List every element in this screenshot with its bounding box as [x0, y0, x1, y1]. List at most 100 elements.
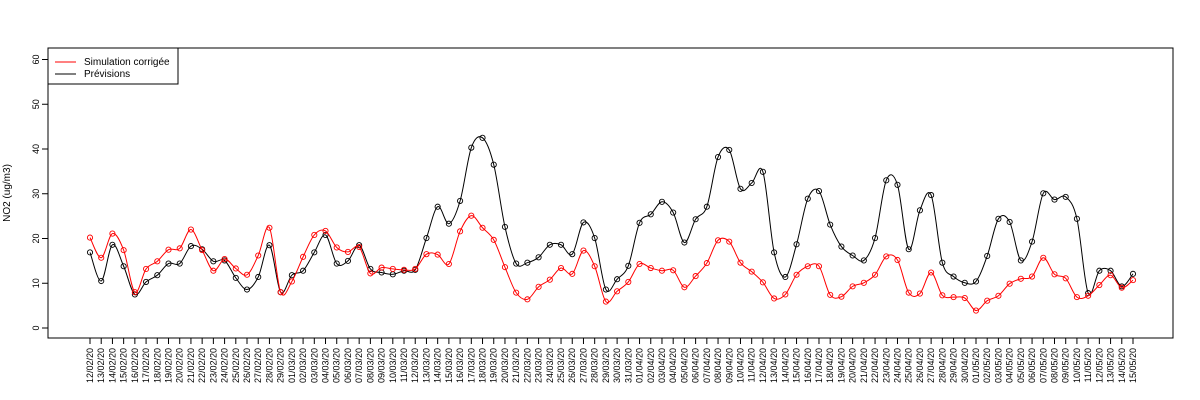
- legend-label-previsions: Prévisions: [84, 69, 130, 80]
- x-tick-label: 01/03/20: [287, 348, 297, 383]
- data-point-previsions: [838, 243, 845, 250]
- data-point-simulation: [468, 212, 475, 219]
- data-point-simulation: [614, 288, 621, 295]
- data-point-previsions: [961, 279, 968, 286]
- x-tick-label: 14/03/20: [433, 348, 443, 383]
- data-point-simulation: [602, 298, 609, 305]
- x-tick-label: 20/03/20: [500, 348, 510, 383]
- series-layer: [86, 134, 1137, 314]
- data-point-previsions: [894, 181, 901, 188]
- x-tick-label: 05/04/20: [679, 348, 689, 383]
- data-point-simulation: [804, 263, 811, 270]
- data-point-previsions: [1051, 196, 1058, 203]
- data-point-simulation: [569, 270, 576, 277]
- data-point-previsions: [1096, 267, 1103, 274]
- data-point-simulation: [457, 228, 464, 235]
- data-point-previsions: [916, 207, 923, 214]
- x-tick-label: 04/04/20: [668, 348, 678, 383]
- x-tick-label: 07/04/20: [702, 348, 712, 383]
- x-tick-label: 24/02/20: [220, 348, 230, 383]
- data-point-simulation: [950, 294, 957, 301]
- data-point-simulation: [423, 251, 430, 258]
- x-tick-label: 07/05/20: [1038, 348, 1048, 383]
- data-point-previsions: [1017, 257, 1024, 264]
- x-tick-label: 13/03/20: [421, 348, 431, 383]
- x-tick-label: 29/03/20: [601, 348, 611, 383]
- data-point-previsions: [737, 185, 744, 192]
- x-tick-label: 22/02/20: [197, 348, 207, 383]
- data-point-previsions: [771, 249, 778, 256]
- x-tick-label: 23/04/20: [881, 348, 891, 383]
- data-point-simulation: [714, 237, 722, 244]
- legend-box: [47, 47, 179, 85]
- x-tick-label: 03/03/20: [309, 348, 319, 383]
- data-point-simulation: [546, 276, 553, 283]
- data-point-simulation: [928, 269, 935, 276]
- data-point-previsions: [636, 219, 643, 226]
- x-tick-label: 12/03/20: [410, 348, 420, 383]
- x-tick-label: 25/02/20: [231, 348, 241, 383]
- x-tick-label: 13/02/20: [96, 348, 106, 383]
- plot-frame: [47, 47, 1174, 339]
- data-point-simulation: [872, 271, 879, 278]
- data-point-simulation: [277, 289, 284, 296]
- data-point-previsions: [300, 267, 307, 274]
- x-tick-label: 22/03/20: [522, 348, 532, 383]
- x-tick-label: 26/02/20: [242, 348, 252, 383]
- x-axis: 12/02/20 13/02/20 14/02/20 15/02/20 16/02/20…: [85, 338, 1138, 383]
- data-point-simulation: [300, 253, 307, 260]
- x-tick-label: 21/02/20: [186, 348, 196, 383]
- y-tick-label: 10: [31, 278, 41, 288]
- x-tick-label: 23/02/20: [208, 348, 218, 383]
- data-point-previsions: [714, 154, 722, 161]
- data-point-simulation: [501, 264, 509, 271]
- x-tick-label: 30/04/20: [960, 348, 970, 383]
- data-point-simulation: [165, 246, 172, 253]
- data-point-simulation: [1017, 275, 1024, 282]
- data-point-simulation: [591, 263, 598, 270]
- data-point-previsions: [1129, 270, 1137, 277]
- x-tick-label: 15/02/20: [119, 348, 129, 383]
- x-tick-label: 27/02/20: [253, 348, 263, 383]
- x-tick-label: 27/03/20: [578, 348, 588, 383]
- x-tick-label: 25/03/20: [556, 348, 566, 383]
- data-point-simulation: [883, 253, 890, 260]
- x-tick-label: 09/04/20: [724, 348, 734, 383]
- x-tick-label: 06/04/20: [691, 348, 701, 383]
- data-point-previsions: [546, 241, 553, 248]
- data-point-simulation: [535, 283, 542, 290]
- x-tick-label: 21/04/20: [859, 348, 869, 383]
- y-tick-label: 30: [31, 189, 41, 199]
- data-point-previsions: [670, 209, 677, 216]
- data-point-previsions: [490, 161, 497, 168]
- x-tick-label: 17/04/20: [814, 348, 824, 383]
- x-tick-label: 07/03/20: [354, 348, 364, 383]
- data-point-previsions: [647, 211, 654, 218]
- data-point-simulation: [759, 279, 766, 286]
- x-tick-label: 29/02/20: [276, 348, 286, 383]
- data-point-simulation: [199, 247, 206, 254]
- data-point-simulation: [625, 278, 632, 285]
- data-point-simulation: [658, 267, 666, 274]
- x-tick-label: 05/05/20: [1016, 348, 1026, 383]
- data-point-previsions: [849, 252, 856, 259]
- data-point-simulation: [1073, 294, 1080, 301]
- x-tick-label: 26/04/20: [915, 348, 925, 383]
- data-point-previsions: [1073, 215, 1080, 222]
- data-point-previsions: [356, 242, 363, 249]
- data-point-simulation: [1129, 277, 1137, 284]
- data-point-previsions: [860, 257, 867, 264]
- data-point-simulation: [916, 290, 923, 297]
- x-tick-label: 11/05/20: [1083, 348, 1093, 382]
- data-point-previsions: [972, 278, 980, 285]
- x-tick-label: 18/04/20: [825, 348, 835, 383]
- data-point-previsions: [569, 251, 576, 258]
- data-point-simulation: [849, 283, 856, 290]
- data-point-previsions: [322, 231, 329, 238]
- data-point-previsions: [1107, 267, 1114, 274]
- data-point-previsions: [748, 179, 755, 187]
- x-tick-label: 02/04/20: [646, 348, 656, 383]
- data-point-previsions: [423, 235, 430, 242]
- data-point-simulation: [434, 251, 441, 258]
